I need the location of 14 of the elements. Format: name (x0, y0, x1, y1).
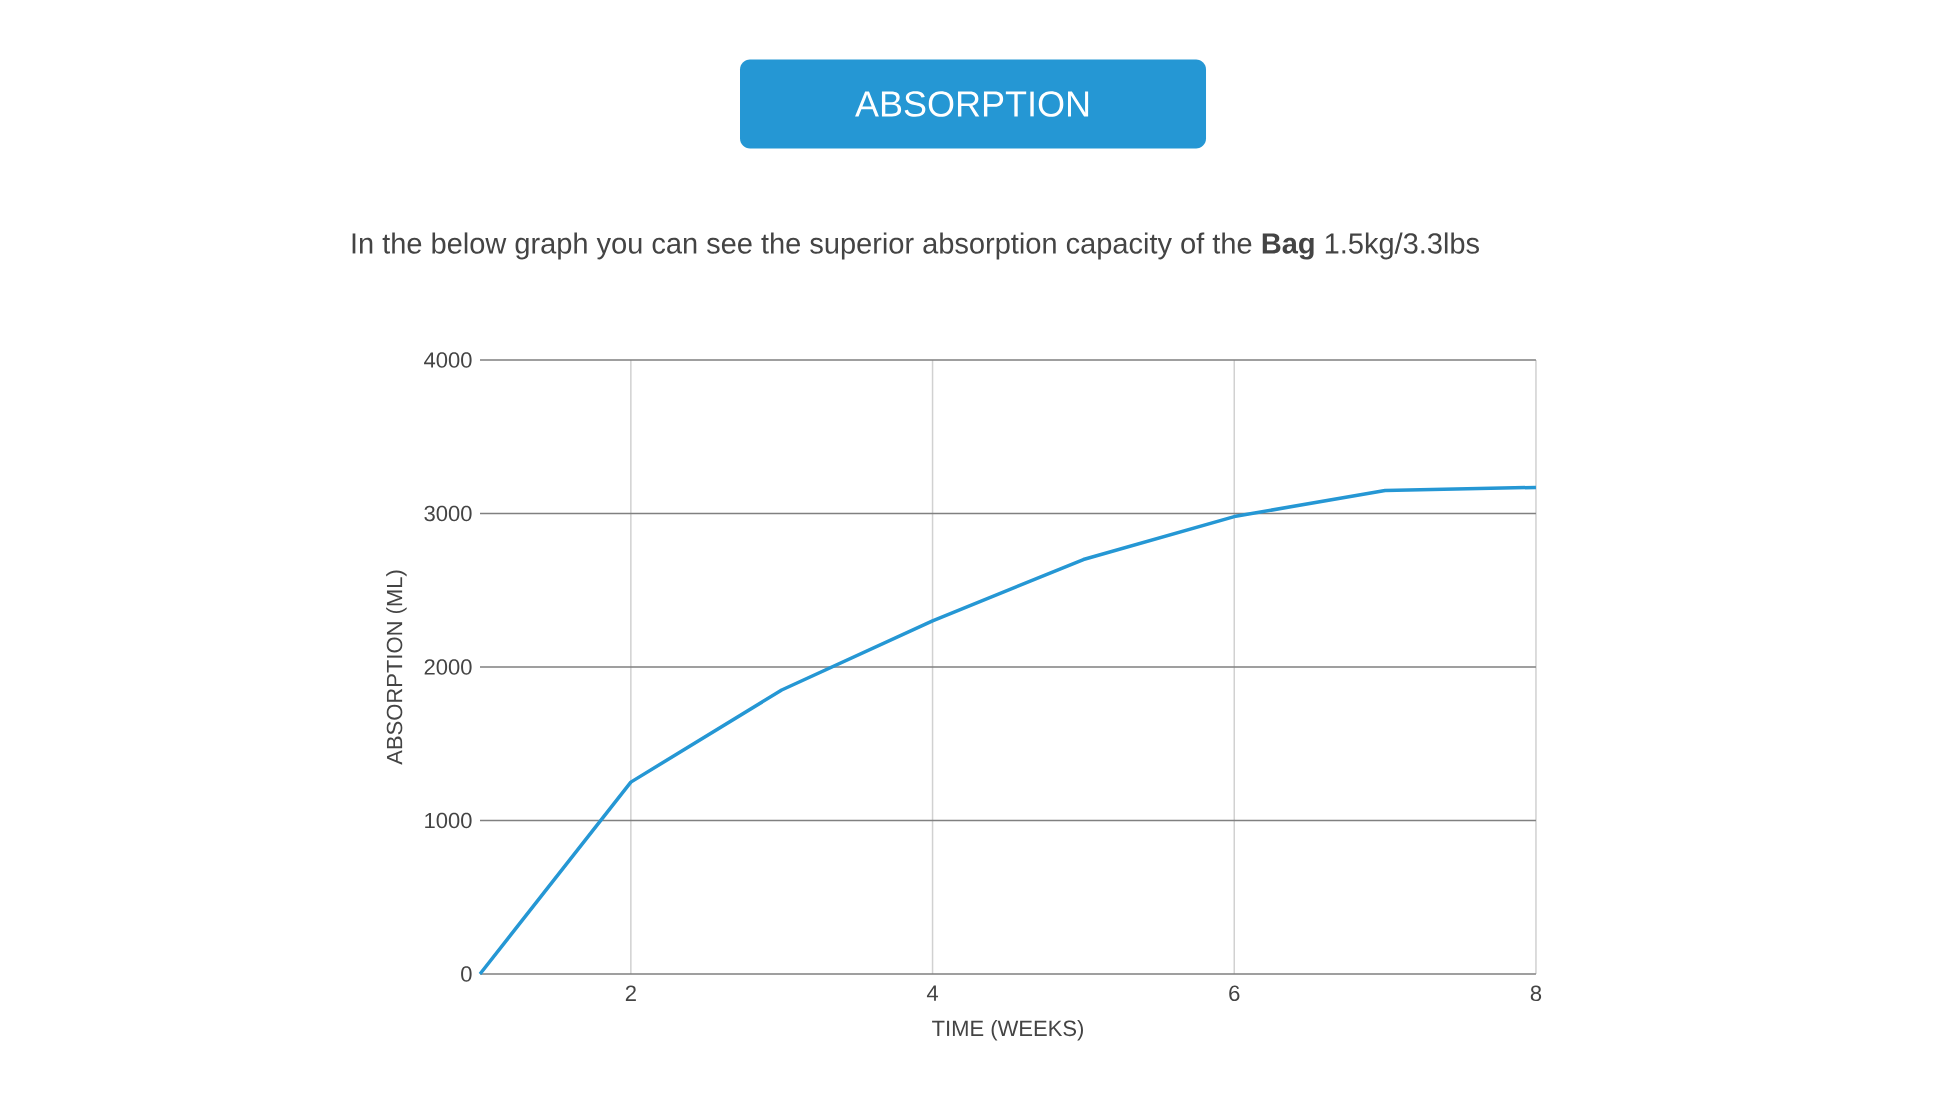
chart-subtitle: In the below graph you can see the superior absorption capacity of the Bag 1.5kg/3.3lbs (352, 232, 1479, 260)
x-tick-label: 8 (1530, 985, 1542, 1002)
line-series (478, 485, 1538, 976)
y-tick-label: 4000 (424, 352, 472, 368)
x-tick-label: 4 (926, 985, 939, 1001)
y-axis-title: ABSORPTION (ML) (386, 570, 407, 765)
y-tick-label: 0 (461, 966, 472, 982)
y-tick-label: 2000 (424, 659, 472, 675)
x-tick-label: 2 (625, 985, 636, 1001)
chart-title: ABSORPTION (855, 91, 1089, 117)
x-tick-label: 6 (1229, 985, 1240, 1002)
y-tick-label: 3000 (424, 505, 472, 522)
y-tick-label: 1000 (425, 812, 472, 829)
x-axis-title: TIME (WEEKS) (932, 1019, 1083, 1041)
